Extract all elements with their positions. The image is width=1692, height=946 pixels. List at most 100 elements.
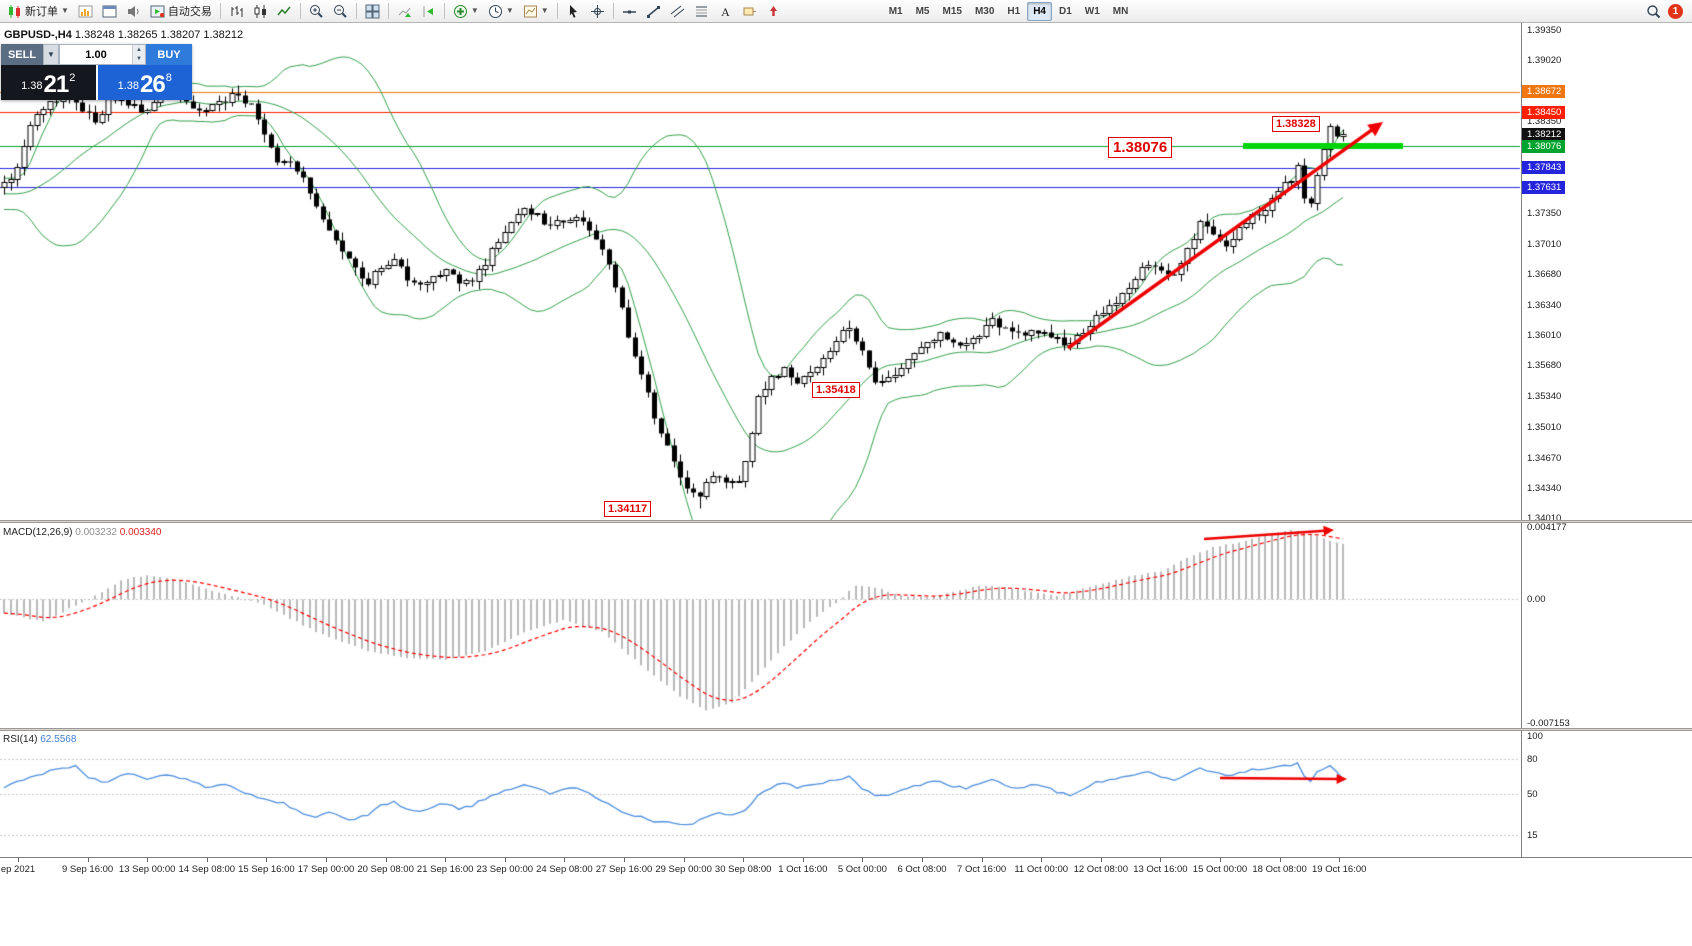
price-tick-label: 1.39350	[1527, 25, 1562, 37]
sell-button[interactable]: SELL	[1, 44, 43, 65]
sell-price-display[interactable]: 1.38 21 2	[1, 65, 96, 100]
timeframe-button-h4[interactable]: H4	[1027, 1, 1052, 21]
volume-up-icon[interactable]: ▲	[133, 45, 145, 55]
time-tick-label: 20 Sep 08:00	[357, 864, 414, 875]
timeframe-button-h1[interactable]: H1	[1007, 5, 1021, 17]
time-tick-mark	[445, 858, 446, 862]
symbol-name: GBPUSD-,H4	[4, 29, 72, 41]
time-tick-mark	[147, 858, 148, 862]
timeframe-button-d1[interactable]: D1	[1059, 5, 1072, 17]
indicators-button[interactable]: ▼	[449, 1, 483, 21]
price-tag: 1.38212	[1522, 127, 1566, 141]
timeframe-button-m15[interactable]: M15	[942, 5, 962, 17]
volume-spinner[interactable]: ▲ ▼	[132, 45, 145, 64]
auto-trading-button[interactable]: 自动交易	[146, 1, 216, 21]
toolbar-separator	[387, 3, 389, 19]
cursor-icon	[566, 4, 581, 19]
macd-panel-canvas[interactable]	[0, 523, 1521, 728]
equidistant-channel-button[interactable]	[666, 1, 689, 21]
fibonacci-button[interactable]	[690, 1, 713, 21]
rsi-panel-canvas[interactable]	[0, 731, 1521, 857]
search-icon	[1646, 4, 1661, 19]
toolbar-separator	[355, 3, 357, 19]
time-tick-label: ep 2021	[0, 864, 36, 875]
time-tick-mark	[1220, 858, 1221, 862]
trendline-button[interactable]	[642, 1, 665, 21]
chevron-down-icon: ▼	[505, 6, 514, 15]
price-tick-label: 1.35010	[1527, 421, 1562, 433]
time-tick-mark	[1041, 858, 1042, 862]
tile-windows-button[interactable]	[361, 1, 384, 21]
rsi-axis-label: 100	[1527, 731, 1543, 742]
timeframe-button-m5[interactable]: M5	[915, 5, 930, 17]
new-order-button[interactable]: 新订单 ▼	[3, 1, 73, 21]
timeframe-button-mn[interactable]: MN	[1112, 5, 1129, 17]
panel-splitter-rsi[interactable]	[0, 728, 1692, 731]
panel-splitter-macd[interactable]	[0, 520, 1692, 523]
time-tick-label: 7 Oct 16:00	[957, 864, 1007, 875]
channel-icon	[670, 4, 685, 19]
ohlc-values: 1.38248 1.38265 1.38207 1.38212	[74, 29, 244, 41]
price-tag: 1.38672	[1522, 85, 1566, 99]
toolbar-separator	[219, 3, 221, 19]
sell-price-pip: 2	[69, 72, 76, 84]
sell-price-main: 21	[43, 71, 70, 98]
rsi-label: RSI(14) 62.5568	[3, 734, 76, 745]
price-annotation[interactable]: 1.35418	[812, 382, 860, 398]
line-type-icon	[277, 4, 292, 19]
volume-input[interactable]	[60, 45, 132, 64]
toolbar-separator	[443, 3, 445, 19]
profiles-button[interactable]	[98, 1, 121, 21]
timeframe-button-w1[interactable]: W1	[1084, 5, 1100, 17]
time-tick-label: 30 Sep 08:00	[714, 864, 772, 875]
horizontal-line-button[interactable]	[618, 1, 641, 21]
price-annotation[interactable]: 1.38328	[1272, 116, 1320, 132]
crosshair-icon	[590, 4, 605, 19]
rsi-axis-label: 15	[1527, 829, 1538, 841]
time-tick-label: 24 Sep 08:00	[536, 864, 593, 875]
price-chart-canvas[interactable]	[0, 26, 1521, 520]
chart-shift-button[interactable]	[417, 1, 440, 21]
time-tick-mark	[684, 858, 685, 862]
alerts-button[interactable]	[122, 1, 145, 21]
volume-down-icon[interactable]: ▼	[133, 54, 145, 64]
zoom-in-button[interactable]	[305, 1, 328, 21]
arrows-button[interactable]	[762, 1, 785, 21]
tline-icon	[646, 4, 661, 19]
text-button[interactable]: A	[714, 1, 737, 21]
price-tick-label: 1.36340	[1527, 300, 1562, 312]
time-axis[interactable]: ep 2021 9 Sep 16:00 13 Sep 00:00 14 Sep 08:…	[0, 857, 1692, 883]
chart-yellow-icon	[78, 4, 93, 19]
buy-price-pip: 8	[165, 72, 172, 84]
text-label-button[interactable]	[738, 1, 761, 21]
toolbar-separator	[556, 3, 558, 19]
time-tick-label: 29 Sep 00:00	[655, 864, 712, 875]
buy-price-display[interactable]: 1.38 26 8	[97, 65, 192, 100]
periods-button[interactable]: ▼	[484, 1, 518, 21]
timeframe-button-m1[interactable]: M1	[888, 5, 903, 17]
notification-badge[interactable]: 1	[1668, 3, 1683, 19]
templates-button[interactable]: ▼	[519, 1, 553, 21]
charts-button[interactable]	[74, 1, 97, 21]
cursor-button[interactable]	[562, 1, 585, 21]
time-tick-mark	[1339, 858, 1340, 862]
search-button[interactable]	[1642, 1, 1665, 21]
time-tick-mark	[982, 858, 983, 862]
time-tick-label: 12 Oct 08:00	[1073, 864, 1128, 875]
svg-text:A: A	[721, 5, 730, 19]
buy-button[interactable]: BUY	[146, 44, 192, 65]
zoom-out-button[interactable]	[329, 1, 352, 21]
line-chart-type-button[interactable]	[273, 1, 296, 21]
crosshair-button[interactable]	[586, 1, 609, 21]
price-axis[interactable]: 1.39350 1.39020 1.38350 1.37350 1.37010 1.366…	[1521, 23, 1692, 857]
price-annotation[interactable]: 1.34117	[604, 501, 652, 517]
rsi-value: 62.5568	[40, 734, 77, 745]
timeframe-button-m30[interactable]: M30	[974, 5, 995, 17]
auto-scroll-button[interactable]	[393, 1, 416, 21]
auto-trade-icon	[150, 4, 165, 19]
volume-dropdown-button[interactable]: ▼	[43, 44, 59, 65]
bar-chart-type-button[interactable]	[225, 1, 248, 21]
price-annotation[interactable]: 1.38076	[1108, 137, 1173, 158]
price-tick-label: 1.36010	[1527, 330, 1562, 342]
candlestick-chart-type-button[interactable]	[249, 1, 272, 21]
